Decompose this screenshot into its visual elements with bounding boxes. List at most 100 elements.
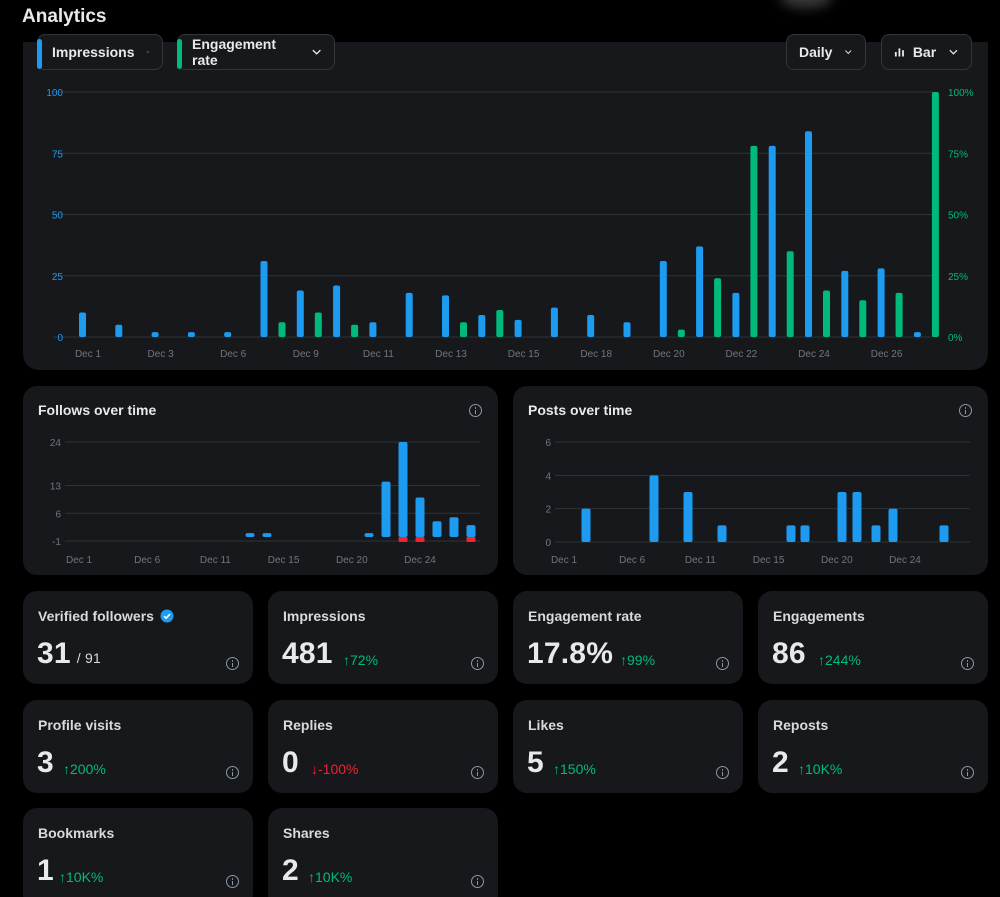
y-tick-label: 6 bbox=[55, 509, 61, 520]
info-icon[interactable] bbox=[226, 875, 239, 888]
unfollows-bar bbox=[466, 537, 476, 542]
right-tick-label: 100% bbox=[948, 88, 974, 99]
engagement-bar bbox=[931, 92, 939, 337]
impressions-bar bbox=[841, 270, 849, 337]
engagement-swatch bbox=[177, 39, 182, 69]
posts-bar bbox=[786, 525, 796, 542]
follows-bar bbox=[381, 481, 391, 538]
stat-replies: Replies 0 ↓-100% bbox=[268, 700, 498, 793]
impressions-bar bbox=[514, 319, 522, 337]
y-tick-label: 0 bbox=[545, 538, 551, 549]
info-icon[interactable] bbox=[226, 766, 239, 779]
stat-change: ↓-100% bbox=[311, 761, 359, 777]
x-tick-label: Dec 1 bbox=[551, 555, 578, 566]
stat-change: ↑10K% bbox=[308, 869, 353, 885]
right-tick-label: 50% bbox=[948, 211, 968, 222]
impressions-swatch bbox=[37, 39, 42, 69]
x-tick-label: Dec 1 bbox=[75, 349, 102, 360]
x-tick-label: Dec 1 bbox=[66, 555, 93, 566]
follows-bar bbox=[415, 497, 425, 538]
info-icon[interactable] bbox=[471, 657, 484, 670]
engagement-bar bbox=[278, 322, 286, 337]
impressions-bar bbox=[659, 261, 667, 337]
follows-bar bbox=[449, 517, 459, 538]
stat-value: 0 bbox=[282, 746, 299, 779]
posts-title: Posts over time bbox=[528, 402, 633, 418]
follows-bar bbox=[262, 533, 272, 538]
info-icon[interactable] bbox=[226, 657, 239, 670]
chevron-down-icon bbox=[949, 49, 958, 55]
stat-impressions: Impressions 481 ↑72% bbox=[268, 591, 498, 684]
metric-impressions-dropdown[interactable]: Impressions bbox=[37, 34, 163, 70]
x-tick-label: Dec 11 bbox=[363, 349, 394, 360]
stat-label: Impressions bbox=[283, 608, 366, 624]
info-icon[interactable] bbox=[469, 404, 482, 417]
stat-label: Profile visits bbox=[38, 717, 122, 733]
impressions-bar bbox=[696, 246, 704, 337]
y-tick-label: 13 bbox=[50, 482, 62, 493]
unfollows-bar bbox=[398, 537, 408, 542]
left-tick-label: 100 bbox=[46, 88, 63, 99]
stat-value: 1 bbox=[37, 854, 54, 887]
x-tick-label: Dec 20 bbox=[336, 555, 368, 566]
chart-type-label: Bar bbox=[912, 44, 937, 60]
impressions-bar bbox=[224, 332, 232, 337]
stat-value: 481 bbox=[282, 637, 333, 670]
interval-dropdown[interactable]: Daily bbox=[786, 34, 866, 70]
top-bar: Analytics bbox=[0, 0, 1000, 42]
x-tick-label: Dec 24 bbox=[404, 555, 436, 566]
chevron-down-icon bbox=[146, 51, 150, 53]
info-icon[interactable] bbox=[959, 404, 972, 417]
impressions-bar bbox=[805, 131, 812, 337]
stat-value: 2 bbox=[282, 854, 299, 887]
stat-bookmarks: Bookmarks 1 ↑10K% bbox=[23, 808, 253, 897]
interval-label: Daily bbox=[799, 44, 833, 60]
x-tick-label: Dec 24 bbox=[889, 555, 921, 566]
impressions-bar bbox=[405, 292, 413, 337]
info-icon[interactable] bbox=[471, 875, 484, 888]
x-tick-label: Dec 24 bbox=[798, 349, 830, 360]
impressions-bar bbox=[877, 268, 885, 337]
x-tick-label: Dec 6 bbox=[134, 555, 161, 566]
x-tick-label: Dec 20 bbox=[821, 555, 853, 566]
info-icon[interactable] bbox=[716, 766, 729, 779]
stat-label: Engagement rate bbox=[528, 608, 642, 624]
stat-label: Replies bbox=[283, 717, 333, 733]
engagement-bar bbox=[714, 278, 722, 337]
x-tick-label: Dec 3 bbox=[148, 349, 175, 360]
info-icon[interactable] bbox=[961, 766, 974, 779]
x-tick-label: Dec 15 bbox=[268, 555, 300, 566]
y-tick-label: 24 bbox=[50, 438, 62, 449]
info-icon[interactable] bbox=[716, 657, 729, 670]
info-icon[interactable] bbox=[471, 766, 484, 779]
posts-bar bbox=[800, 525, 810, 542]
stat-engagements: Engagements 86 ↑244% bbox=[758, 591, 988, 684]
impressions-bar bbox=[296, 290, 304, 337]
left-tick-label: 75 bbox=[52, 149, 64, 160]
engagement-bar bbox=[859, 300, 867, 337]
stat-profile-visits: Profile visits 3 ↑200% bbox=[23, 700, 253, 793]
info-icon[interactable] bbox=[961, 657, 974, 670]
stat-engagement-rate: Engagement rate 17.8% ↑99% bbox=[513, 591, 743, 684]
follows-bar bbox=[245, 533, 255, 538]
stat-verified-followers: Verified followers 31 / 91 bbox=[23, 591, 253, 684]
impressions-bar bbox=[187, 332, 195, 337]
stat-likes: Likes 5 ↑150% bbox=[513, 700, 743, 793]
impressions-bar bbox=[587, 314, 595, 337]
impressions-bar bbox=[333, 285, 341, 337]
y-tick-label: 4 bbox=[545, 471, 551, 482]
posts-bar bbox=[717, 525, 727, 542]
engagement-bar bbox=[460, 322, 467, 337]
avatar bbox=[780, 0, 832, 8]
chart-type-dropdown[interactable]: Bar bbox=[881, 34, 972, 70]
y-tick-label: 6 bbox=[545, 438, 551, 449]
engagement-bar bbox=[823, 290, 830, 337]
left-tick-label: 0 bbox=[57, 333, 63, 344]
metric-engagement-dropdown[interactable]: Engagement rate bbox=[177, 34, 335, 70]
bar-chart-icon bbox=[894, 48, 904, 57]
stat-change: ↑72% bbox=[343, 652, 379, 668]
impressions-bar bbox=[260, 261, 268, 337]
impressions-bar bbox=[768, 145, 776, 337]
x-tick-label: Dec 11 bbox=[685, 555, 716, 566]
x-tick-label: Dec 15 bbox=[508, 349, 540, 360]
